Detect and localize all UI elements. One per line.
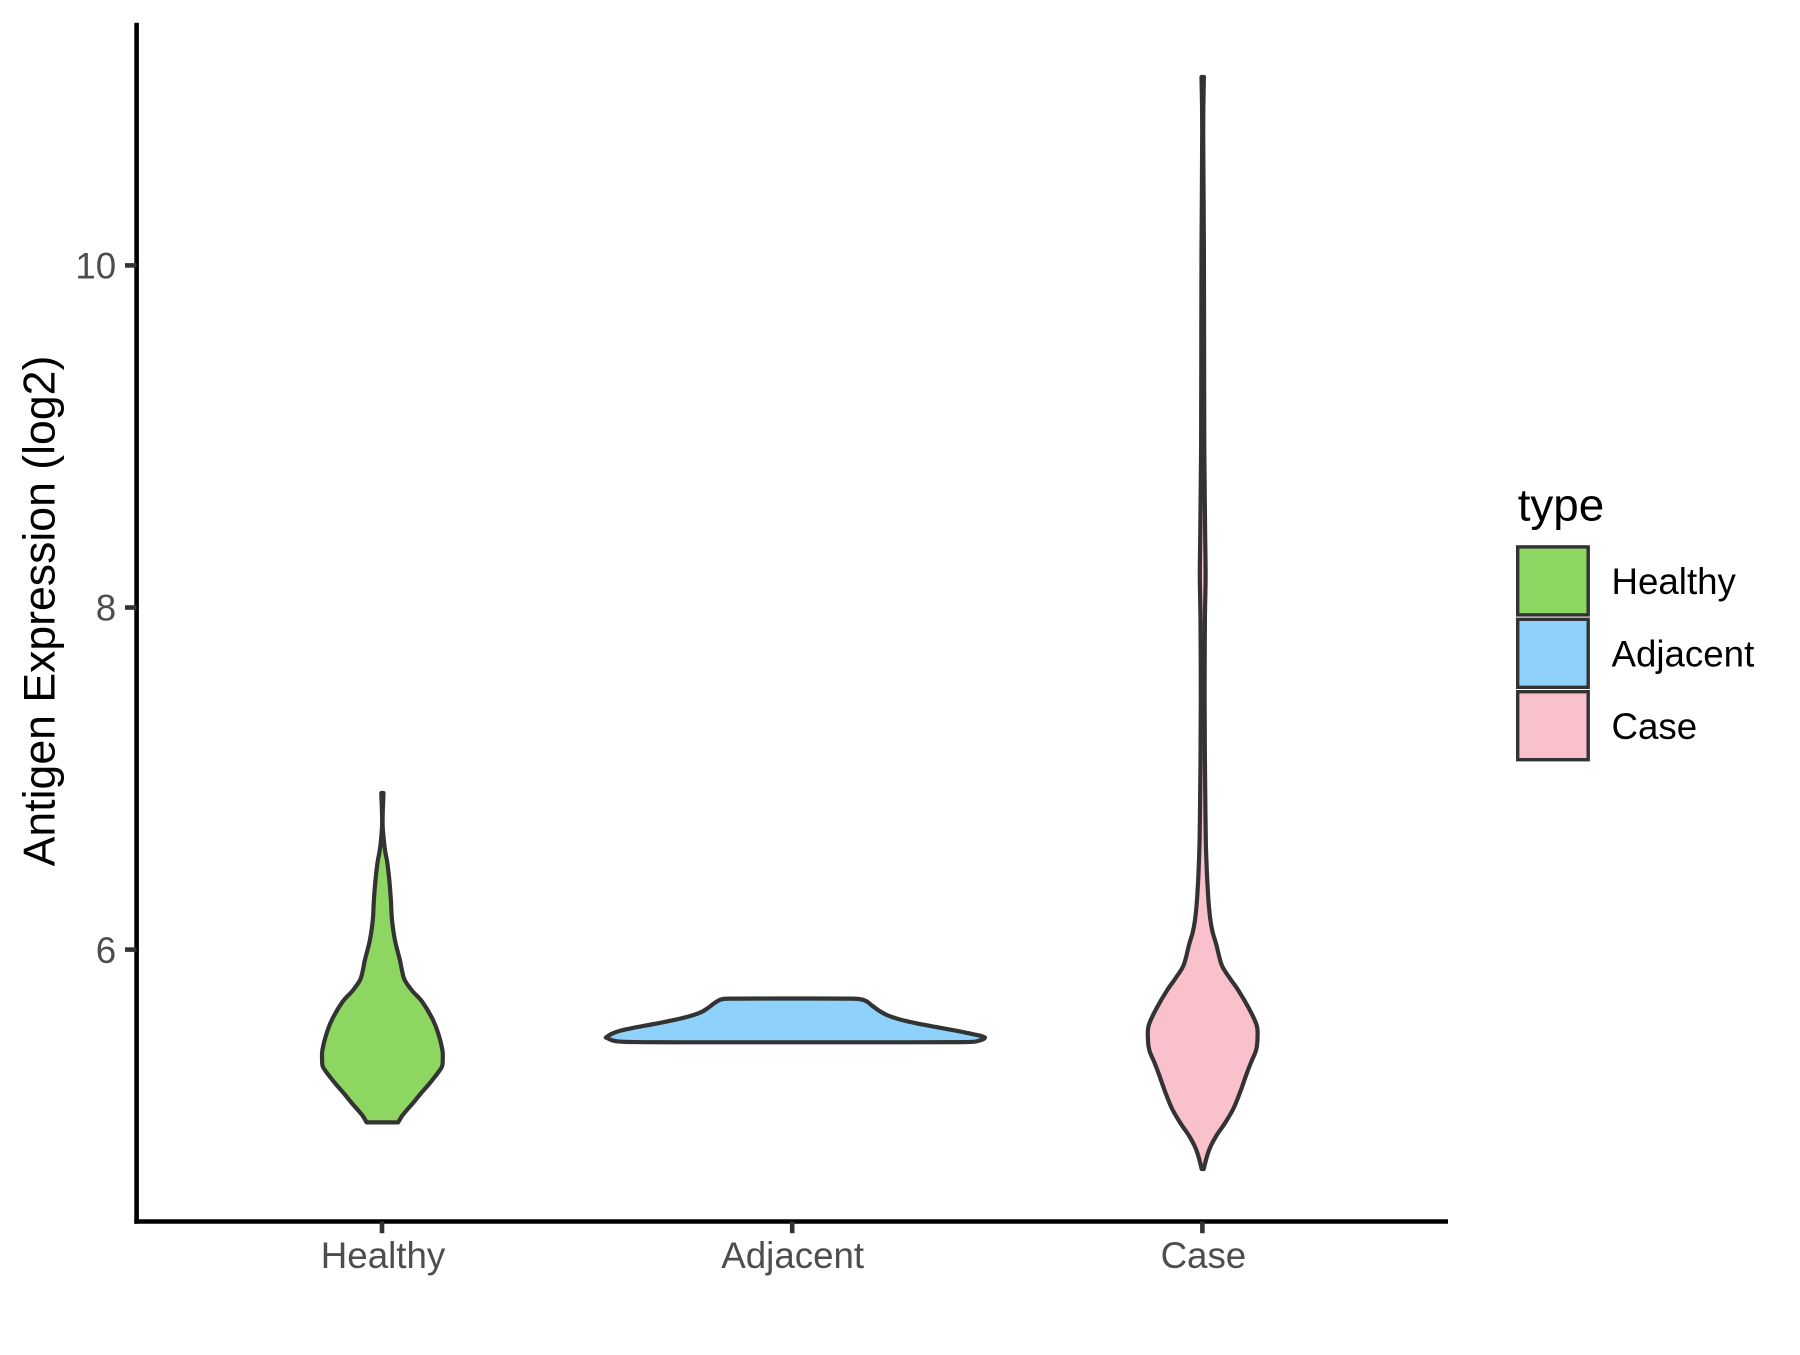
svg-text:10: 10 <box>75 246 116 287</box>
svg-text:type: type <box>1518 480 1605 531</box>
svg-text:6: 6 <box>96 930 116 971</box>
svg-text:Adjacent: Adjacent <box>721 1235 864 1276</box>
svg-text:Healthy: Healthy <box>321 1235 446 1276</box>
svg-text:Healthy: Healthy <box>1612 561 1737 602</box>
svg-text:Case: Case <box>1161 1235 1247 1276</box>
svg-text:Antigen Expression (log2): Antigen Expression (log2) <box>16 356 65 867</box>
svg-text:Case: Case <box>1612 706 1698 747</box>
svg-text:8: 8 <box>96 588 116 629</box>
svg-text:Adjacent: Adjacent <box>1612 634 1755 675</box>
